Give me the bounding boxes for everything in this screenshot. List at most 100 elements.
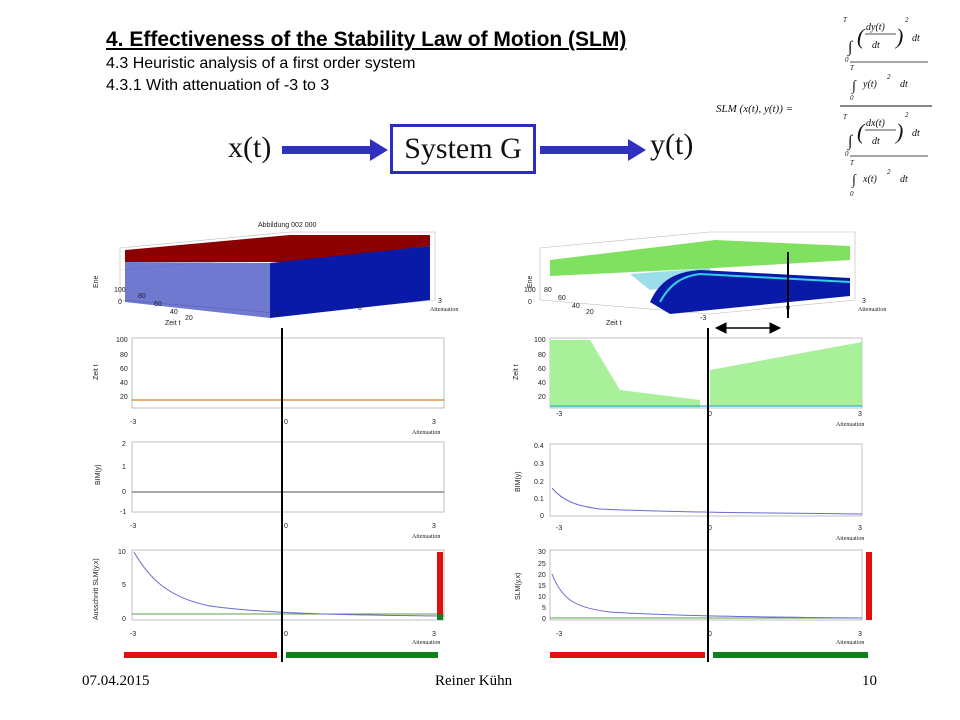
svg-text:Attenuation: Attenuation	[836, 640, 864, 646]
right-unstable-range	[550, 652, 705, 658]
left-unstable-range	[124, 652, 277, 658]
right-surface-side	[650, 270, 850, 314]
svg-text:10: 10	[118, 549, 126, 556]
svg-text:SLM(y,x): SLM(y,x)	[515, 573, 522, 600]
svg-text:80: 80	[538, 352, 546, 359]
svg-text:0: 0	[850, 190, 854, 198]
svg-text:dt: dt	[900, 79, 908, 90]
svg-text:3: 3	[438, 298, 442, 305]
svg-text:60: 60	[558, 295, 566, 302]
footer-author: Reiner Kühn	[435, 673, 513, 689]
svg-text:100: 100	[116, 337, 128, 344]
svg-text:Attenuation: Attenuation	[430, 307, 458, 313]
svg-text:60: 60	[154, 301, 162, 308]
svg-text:BIM(y): BIM(y)	[515, 471, 522, 492]
svg-text:20: 20	[586, 309, 594, 316]
svg-text:0: 0	[122, 489, 126, 496]
left-unstable-bar	[437, 552, 443, 614]
svg-text:5: 5	[542, 605, 546, 612]
svg-text:0: 0	[540, 513, 544, 520]
right-figure-panel: Ene 100 0 80 60 40 20 Zeit t -3 0 3 Atte…	[513, 231, 886, 662]
svg-text:dt: dt	[872, 40, 880, 51]
svg-text:-3: -3	[556, 631, 562, 638]
svg-text:T: T	[850, 64, 855, 72]
left-surface-side	[270, 246, 430, 318]
right-plot-bim-curve	[551, 487, 863, 515]
svg-text:-1: -1	[120, 509, 126, 516]
svg-text:3: 3	[432, 523, 436, 530]
subsection-heading: 4.3.1 With attenuation of -3 to 3	[106, 77, 330, 94]
svg-text:0: 0	[708, 525, 712, 532]
right-stable-range	[713, 652, 868, 658]
svg-text:15: 15	[538, 583, 546, 590]
svg-text:2: 2	[887, 73, 891, 81]
right-plot-bim: BIM(y) 0.4 0.3 0.2 0.1 0 -3 0 3 Attenuat…	[515, 443, 864, 542]
svg-text:0: 0	[542, 616, 546, 623]
right-surface-plot: Ene 100 0 80 60 40 20 Zeit t -3 0 3 Atte…	[524, 231, 886, 327]
section-heading: 4.3 Heuristic analysis of a first order …	[106, 55, 416, 72]
formula-numerator: T ∫ 0 ( dy(t) dt ) 2 dt T ∫ 0 y(t) 2 dt	[843, 16, 928, 102]
svg-text:-3: -3	[556, 411, 562, 418]
svg-text:2: 2	[887, 168, 891, 176]
svg-text:0: 0	[708, 631, 712, 638]
formula-lhs: SLM (x(t), y(t)) =	[716, 103, 793, 115]
svg-text:25: 25	[538, 561, 546, 568]
svg-text:0: 0	[118, 299, 122, 306]
svg-text:3: 3	[432, 631, 436, 638]
svg-text:T: T	[843, 113, 848, 121]
svg-text:3: 3	[858, 631, 862, 638]
svg-text:-3: -3	[130, 631, 136, 638]
svg-text:T: T	[843, 16, 848, 24]
svg-text:10: 10	[538, 594, 546, 601]
footer-page-number: 10	[862, 673, 877, 689]
footer-date: 07.04.2015	[82, 673, 150, 689]
svg-text:Attenuation: Attenuation	[412, 430, 440, 436]
left-plot-zeit: Zeit t 100 80 60 40 20 -3 0 3 Attenuatio…	[93, 337, 445, 436]
svg-text:30: 30	[538, 549, 546, 556]
svg-text:(: (	[857, 24, 866, 49]
svg-text:40: 40	[120, 380, 128, 387]
svg-text:dt: dt	[872, 136, 880, 147]
input-signal-label: x(t)	[228, 131, 272, 164]
left-surface-top	[125, 235, 430, 262]
svg-text:60: 60	[120, 366, 128, 373]
svg-text:3: 3	[432, 419, 436, 426]
svg-text:BIM(y): BIM(y)	[95, 464, 102, 485]
svg-text:80: 80	[120, 352, 128, 359]
svg-text:dt: dt	[912, 33, 920, 44]
right-plot-zeit-region-left	[550, 340, 700, 408]
svg-text:0.1: 0.1	[534, 496, 544, 503]
svg-text:40: 40	[538, 380, 546, 387]
left-plot-slm-curve	[133, 551, 445, 617]
slide-title: 4. Effectiveness of the Stability Law of…	[106, 28, 627, 51]
left-stable-bar	[437, 614, 443, 620]
svg-text:Ene: Ene	[93, 275, 100, 288]
svg-text:-3: -3	[273, 311, 279, 318]
svg-text:x(t): x(t)	[862, 174, 878, 185]
svg-text:0: 0	[122, 616, 126, 623]
svg-text:20: 20	[120, 394, 128, 401]
svg-text:Zeit t: Zeit t	[513, 364, 520, 380]
formula-denominator: T ∫ 0 ( dx(t) dt ) 2 dt T ∫ 0 x(t) 2 dt	[843, 111, 928, 198]
svg-text:40: 40	[572, 303, 580, 310]
svg-text:20: 20	[538, 394, 546, 401]
svg-text:0: 0	[358, 305, 362, 312]
svg-text:100: 100	[524, 287, 536, 294]
svg-text:100: 100	[534, 337, 546, 344]
svg-text:Attenuation: Attenuation	[858, 307, 886, 313]
svg-text:0: 0	[528, 299, 532, 306]
left-plot-bim: BIM(y) 2 1 0 -1 -3 0 3 Attenuation	[95, 441, 445, 540]
right-plot-zeit-region-right	[710, 342, 862, 406]
svg-text:Ene: Ene	[527, 275, 534, 288]
svg-text:3: 3	[858, 525, 862, 532]
svg-text:Zeit t: Zeit t	[606, 320, 622, 327]
output-arrow	[540, 139, 646, 161]
svg-text:dt: dt	[912, 128, 920, 139]
svg-text:Zeit t: Zeit t	[165, 320, 181, 327]
system-label: System G	[404, 132, 522, 165]
svg-text:): )	[894, 24, 903, 49]
right-unstable-bar	[866, 552, 872, 620]
svg-text:Zeit t: Zeit t	[93, 364, 100, 380]
svg-text:1: 1	[122, 464, 126, 471]
right-surface-top	[550, 240, 850, 276]
